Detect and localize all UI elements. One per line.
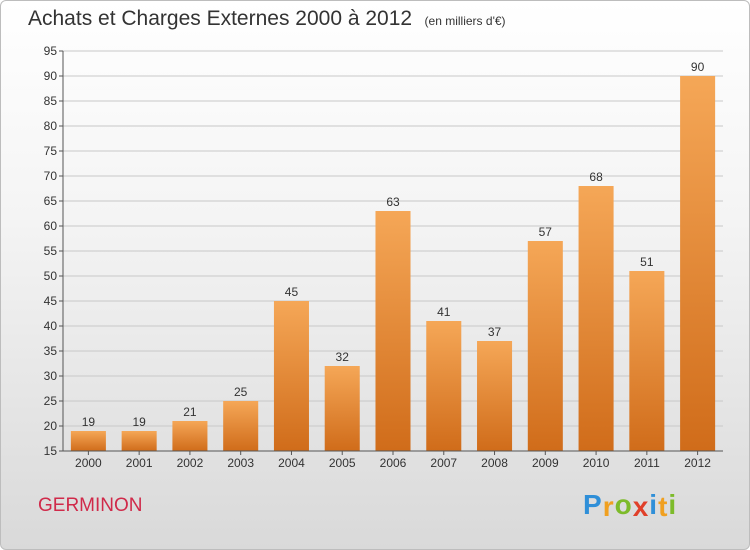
proxiti-logo[interactable]: Proxiti (583, 489, 678, 522)
data-label: 32 (336, 350, 350, 364)
chart-title: Achats et Charges Externes 2000 à 2012 (… (28, 7, 506, 31)
x-tick-label: 2001 (126, 456, 153, 470)
x-tick-label: 2011 (634, 456, 660, 470)
data-label: 25 (234, 385, 248, 399)
y-tick-label: 75 (44, 144, 58, 158)
y-tick-label: 70 (44, 169, 58, 183)
x-tick-label: 2004 (278, 456, 305, 470)
chart-title-text: Achats et Charges Externes 2000 à 2012 (28, 7, 413, 30)
bar (477, 341, 513, 451)
chart-unit: (en milliers d'€) (424, 14, 506, 28)
bar (121, 431, 157, 451)
data-label: 41 (437, 305, 451, 319)
data-label: 90 (691, 60, 705, 74)
bar (629, 271, 665, 451)
y-tick-label: 50 (44, 269, 58, 283)
logo-letter: x (632, 491, 650, 522)
bar (70, 431, 106, 451)
bar (527, 241, 563, 451)
y-tick-label: 55 (44, 244, 58, 258)
y-tick-label: 30 (44, 369, 58, 383)
y-tick-label: 40 (44, 319, 58, 333)
y-tick-label: 85 (44, 94, 58, 108)
x-tick-label: 2010 (583, 456, 610, 470)
logo-letter: o (614, 489, 633, 520)
bar (426, 321, 462, 451)
y-tick-label: 80 (44, 119, 58, 133)
y-tick-label: 95 (44, 44, 58, 58)
data-label: 37 (488, 325, 502, 339)
x-tick-label: 2005 (329, 456, 356, 470)
x-tick-label: 2003 (227, 456, 254, 470)
data-label: 21 (183, 405, 197, 419)
x-tick-label: 2008 (481, 456, 508, 470)
data-label: 68 (589, 170, 603, 184)
logo-letter: i (668, 489, 678, 520)
logo-letter: i (649, 489, 659, 520)
bar (223, 401, 259, 451)
bar (375, 211, 411, 451)
y-tick-label: 35 (44, 344, 58, 358)
bar (578, 186, 614, 451)
logo-letter: P (583, 489, 603, 520)
x-tick-label: 2009 (532, 456, 559, 470)
x-tick-label: 2006 (380, 456, 407, 470)
data-label: 51 (640, 255, 654, 269)
data-label: 57 (539, 225, 553, 239)
x-tick-label: 2012 (684, 456, 711, 470)
data-label: 63 (386, 195, 400, 209)
place-name: GERMINON (38, 495, 143, 516)
y-tick-label: 20 (44, 419, 58, 433)
y-tick-label: 45 (44, 294, 58, 308)
y-tick-label: 25 (44, 394, 58, 408)
x-tick-label: 2000 (75, 456, 102, 470)
y-tick-label: 60 (44, 219, 58, 233)
bar (172, 421, 208, 451)
logo-letter: t (658, 491, 669, 522)
y-tick-label: 65 (44, 194, 58, 208)
x-tick-label: 2002 (177, 456, 204, 470)
data-label: 45 (285, 285, 299, 299)
bar (324, 366, 360, 451)
data-label: 19 (132, 415, 146, 429)
bar (273, 301, 309, 451)
y-tick-label: 90 (44, 69, 58, 83)
y-tick-label: 15 (44, 444, 58, 458)
logo-letter: r (602, 491, 615, 522)
bar (680, 76, 716, 451)
x-tick-label: 2007 (430, 456, 457, 470)
data-label: 19 (82, 415, 96, 429)
